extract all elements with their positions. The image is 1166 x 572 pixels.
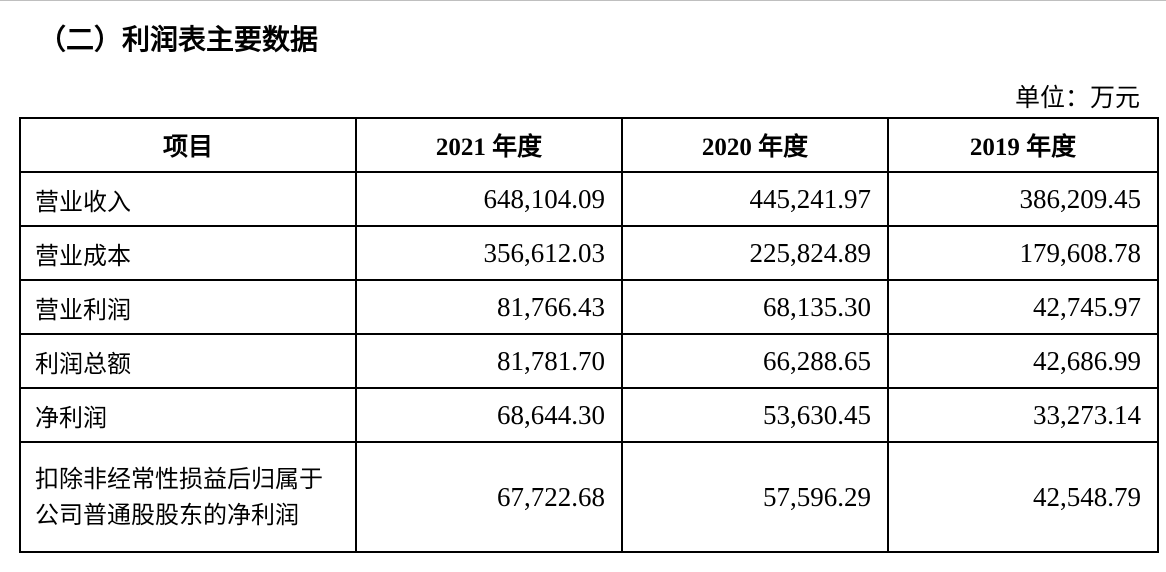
section-title: （二）利润表主要数据 — [38, 23, 319, 56]
row-label: 营业利润 — [19, 279, 357, 335]
cell-2020: 66,288.65 — [621, 333, 889, 389]
row-label: 营业成本 — [19, 225, 357, 281]
row-label: 利润总额 — [19, 333, 357, 389]
header-item: 项目 — [19, 117, 357, 173]
cell-2020: 57,596.29 — [621, 441, 889, 553]
income-statement-table: 项目 2021 年度 2020 年度 2019 年度 营业收入 648,104.… — [19, 117, 1159, 553]
row-label: 扣除非经常性损益后归属于公司普通股股东的净利润 — [19, 441, 357, 553]
cell-2021: 67,722.68 — [355, 441, 623, 553]
header-2019: 2019 年度 — [887, 117, 1159, 173]
table-row: 利润总额 81,781.70 66,288.65 42,686.99 — [19, 333, 1159, 389]
table-row: 营业收入 648,104.09 445,241.97 386,209.45 — [19, 171, 1159, 227]
table-header-row: 项目 2021 年度 2020 年度 2019 年度 — [19, 117, 1159, 173]
table-row: 营业利润 81,766.43 68,135.30 42,745.97 — [19, 279, 1159, 335]
table-row: 扣除非经常性损益后归属于公司普通股股东的净利润 67,722.68 57,596… — [19, 441, 1159, 553]
cell-2021: 68,644.30 — [355, 387, 623, 443]
cell-2019: 33,273.14 — [887, 387, 1159, 443]
table-row: 净利润 68,644.30 53,630.45 33,273.14 — [19, 387, 1159, 443]
table-row: 营业成本 356,612.03 225,824.89 179,608.78 — [19, 225, 1159, 281]
cell-2021: 356,612.03 — [355, 225, 623, 281]
cell-2021: 81,781.70 — [355, 333, 623, 389]
cell-2020: 68,135.30 — [621, 279, 889, 335]
header-2021: 2021 年度 — [355, 117, 623, 173]
cell-2020: 53,630.45 — [621, 387, 889, 443]
cell-2019: 179,608.78 — [887, 225, 1159, 281]
cell-2019: 42,745.97 — [887, 279, 1159, 335]
cell-2020: 445,241.97 — [621, 171, 889, 227]
row-label: 营业收入 — [19, 171, 357, 227]
header-2020: 2020 年度 — [621, 117, 889, 173]
cell-2021: 81,766.43 — [355, 279, 623, 335]
cell-2019: 386,209.45 — [887, 171, 1159, 227]
cell-2019: 42,686.99 — [887, 333, 1159, 389]
cell-2020: 225,824.89 — [621, 225, 889, 281]
cell-2021: 648,104.09 — [355, 171, 623, 227]
unit-label: 单位：万元 — [1014, 83, 1140, 112]
top-divider — [0, 0, 1166, 1]
cell-2019: 42,548.79 — [887, 441, 1159, 553]
row-label: 净利润 — [19, 387, 357, 443]
